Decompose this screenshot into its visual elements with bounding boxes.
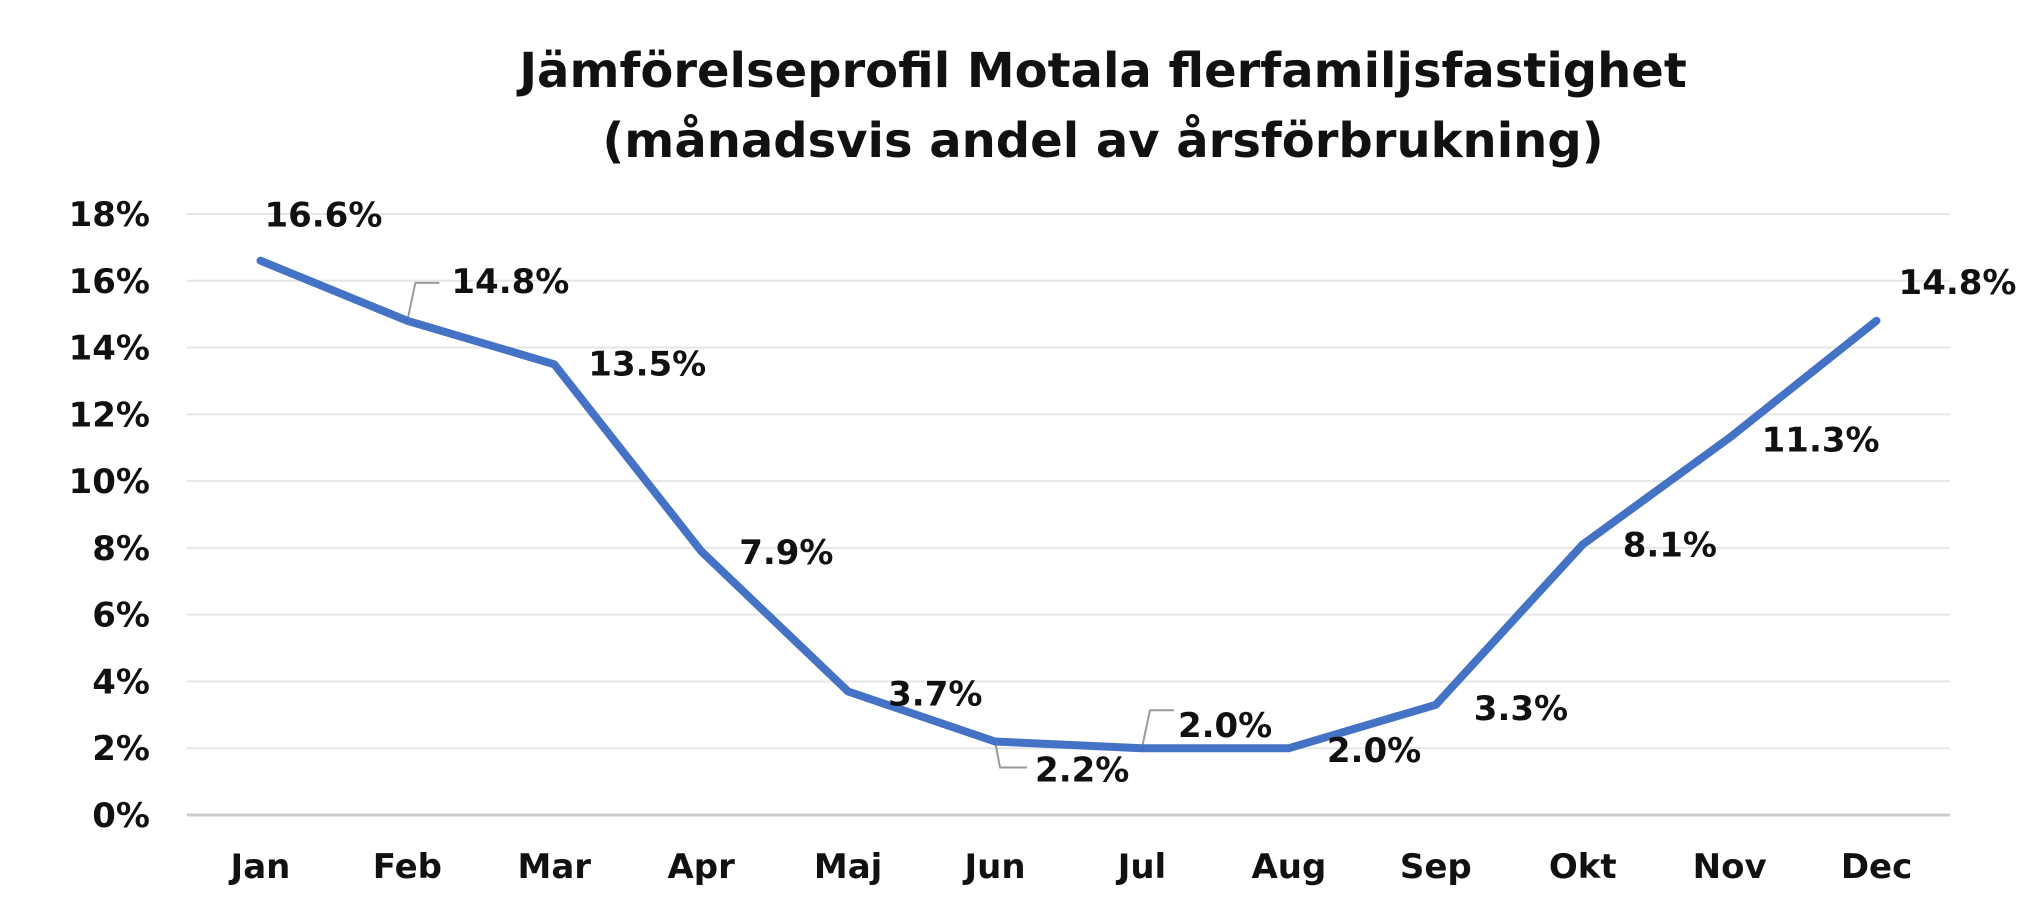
y-tick-label: 16% <box>69 262 150 302</box>
y-tick-label: 0% <box>92 796 150 836</box>
y-tick-label: 14% <box>69 329 150 369</box>
y-tick-label: 2% <box>92 729 150 769</box>
y-axis: 0% 2% 4% 6% 8% 10% 12% 14% 16% 18% <box>69 195 150 836</box>
x-tick-label: Jan <box>229 847 291 887</box>
gridlines <box>187 213 1950 817</box>
y-tick-label: 12% <box>69 395 150 435</box>
x-tick-label: Sep <box>1400 847 1472 887</box>
series-line <box>256 256 1881 753</box>
label-leader-lines <box>406 281 1174 769</box>
data-label: 11.3% <box>1762 421 1880 461</box>
y-tick-label: 8% <box>92 529 150 569</box>
leader-line <box>1140 709 1174 749</box>
chart-title-line-1: Jämförelseprofil Motala flerfamiljsfasti… <box>516 43 1687 99</box>
data-label: 2.0% <box>1178 706 1272 746</box>
x-axis: Jan Feb Mar Apr Maj Jun Jul Aug Sep Okt Nov Dec <box>229 847 1913 887</box>
data-label: 3.3% <box>1474 689 1568 729</box>
data-label: 16.6% <box>264 196 382 236</box>
x-tick-label: Nov <box>1693 847 1767 887</box>
y-tick-label: 10% <box>69 462 150 502</box>
leader-line <box>994 741 1028 769</box>
data-label: 13.5% <box>588 344 706 384</box>
y-tick-label: 6% <box>92 596 150 636</box>
data-labels: 16.6% 14.8% 13.5% 7.9% 3.7% 2.2% 2.0% 2.0% 3.3% 8… <box>264 196 2016 791</box>
y-tick-label: 4% <box>92 662 150 702</box>
x-tick-label: Apr <box>667 847 735 887</box>
data-label: 8.1% <box>1623 526 1717 566</box>
x-tick-label: Aug <box>1251 847 1326 887</box>
leader-line <box>406 281 440 322</box>
x-tick-label: Dec <box>1841 847 1912 887</box>
x-tick-label: Feb <box>373 847 442 887</box>
data-label: 2.0% <box>1327 731 1421 771</box>
chart-title-line-2: (månadsvis andel av årsförbrukning) <box>602 113 1603 169</box>
x-tick-label: Jul <box>1116 847 1167 887</box>
data-label: 2.2% <box>1035 751 1129 791</box>
x-tick-label: Okt <box>1549 847 1617 887</box>
x-tick-label: Maj <box>814 847 882 887</box>
x-tick-label: Mar <box>518 847 592 887</box>
data-label: 14.8% <box>1899 263 2017 303</box>
data-label: 7.9% <box>739 533 833 573</box>
data-label: 3.7% <box>888 674 982 714</box>
y-tick-label: 18% <box>69 195 150 235</box>
data-label: 14.8% <box>451 262 569 302</box>
x-tick-label: Jun <box>963 847 1026 887</box>
